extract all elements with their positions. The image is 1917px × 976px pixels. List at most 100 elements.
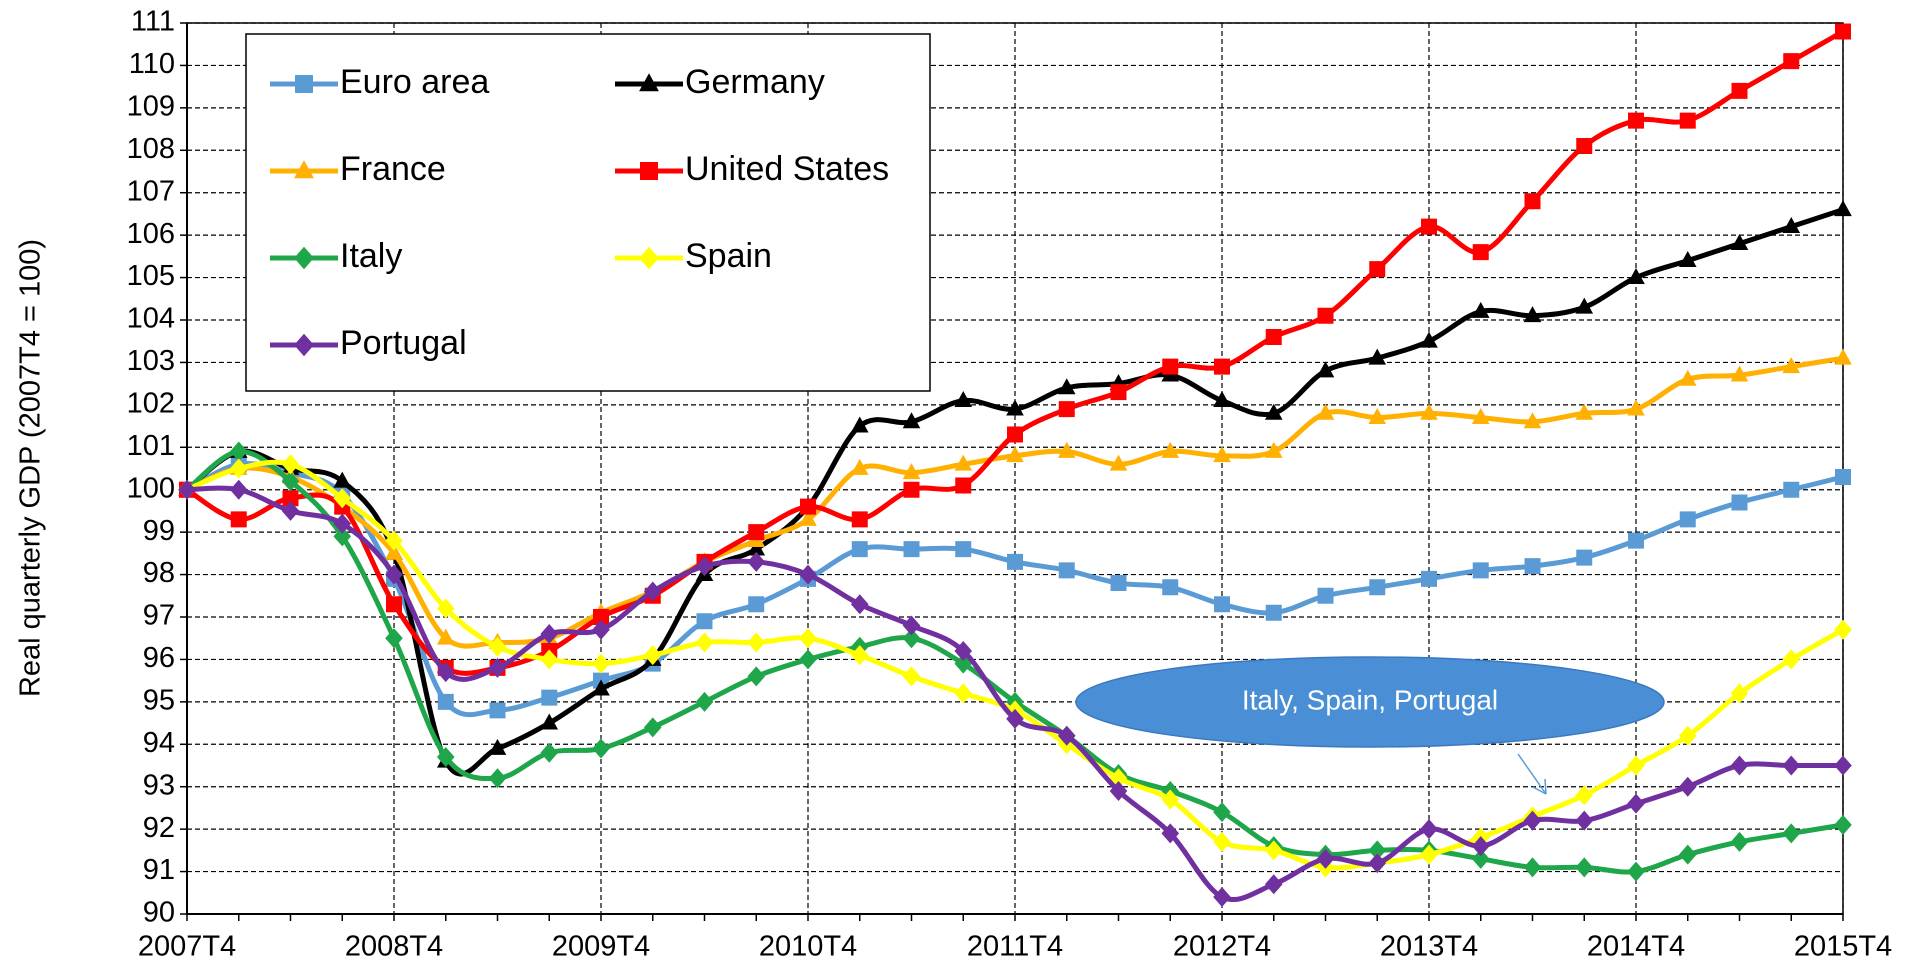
data-point (436, 662, 455, 683)
data-point (333, 526, 352, 547)
data-point (1162, 579, 1179, 596)
y-tick-label: 91 (143, 854, 175, 886)
data-point (1834, 348, 1852, 365)
data-point (1524, 193, 1541, 210)
legend-label: Spain (685, 237, 772, 275)
data-point (1834, 619, 1852, 640)
data-point (281, 454, 300, 475)
x-tick-label: 2011T4 (967, 931, 1063, 963)
data-point (1213, 887, 1231, 908)
data-point (282, 490, 299, 507)
data-point (1627, 267, 1645, 284)
data-point (1627, 399, 1645, 416)
data-point (1317, 587, 1334, 604)
data-point (333, 488, 352, 509)
y-tick-label: 104 (127, 303, 175, 335)
data-point (1835, 468, 1851, 485)
data-point (1369, 261, 1386, 278)
x-tick-label: 2014T4 (1587, 931, 1685, 963)
data-point (954, 454, 973, 471)
y-tick-label: 108 (127, 133, 175, 165)
legend-marker (294, 333, 314, 357)
data-point (1730, 755, 1749, 776)
data-point (1575, 857, 1594, 878)
data-point (1420, 844, 1438, 865)
legend-marker (294, 160, 314, 179)
data-point (955, 541, 972, 558)
legend-box (245, 33, 931, 392)
data-point (954, 391, 973, 408)
data-point (489, 702, 506, 719)
data-point (386, 596, 402, 613)
data-point (1161, 441, 1180, 458)
data-point (747, 666, 766, 687)
data-point (1368, 348, 1387, 365)
data-point (902, 463, 921, 480)
data-point (1110, 575, 1127, 592)
data-point (1213, 446, 1231, 463)
y-tick-label: 97 (143, 600, 175, 632)
data-point (1007, 553, 1023, 570)
data-point (1678, 776, 1697, 797)
data-point (1627, 861, 1645, 882)
data-point (748, 596, 765, 613)
legend-label: Germany (685, 63, 825, 101)
data-point (1213, 802, 1231, 823)
data-point (593, 609, 609, 625)
data-point (1057, 725, 1076, 746)
data-point (799, 628, 817, 649)
y-tick-label: 110 (129, 48, 175, 80)
data-point (1782, 755, 1801, 776)
data-point (799, 509, 817, 526)
data-point (229, 441, 248, 462)
y-tick-label: 95 (143, 685, 175, 717)
data-point (1523, 857, 1542, 878)
data-point (1678, 844, 1697, 865)
data-point (488, 657, 507, 678)
data-point (436, 747, 455, 768)
data-point (1678, 369, 1697, 386)
legend-label: France (340, 150, 446, 188)
data-point (1628, 112, 1644, 129)
data-point (902, 615, 921, 636)
data-point (1368, 853, 1387, 874)
data-point (1575, 297, 1594, 314)
y-tick-label: 92 (143, 812, 175, 844)
x-tick-label: 2015T4 (1794, 931, 1892, 963)
data-point (1576, 549, 1593, 566)
data-point (747, 539, 766, 556)
data-point (695, 691, 714, 712)
data-point (1834, 755, 1852, 776)
data-point (1835, 23, 1851, 40)
data-point (333, 513, 352, 534)
data-point (1575, 785, 1594, 806)
data-point (643, 645, 662, 666)
data-point (695, 556, 714, 577)
data-point (592, 738, 610, 759)
x-tick-label: 2010T4 (759, 931, 857, 963)
legend-marker (295, 75, 313, 93)
data-point (747, 551, 766, 572)
data-point (643, 717, 662, 738)
y-tick-label: 105 (127, 260, 175, 292)
data-point (1471, 301, 1490, 318)
data-point (592, 619, 610, 640)
y-tick-label: 106 (127, 218, 175, 250)
data-point (592, 653, 610, 674)
data-point (800, 498, 816, 515)
legend-marker (639, 73, 659, 92)
data-point (1213, 831, 1231, 852)
data-point (1316, 403, 1335, 420)
legend-label: Euro area (340, 63, 489, 101)
y-tick-label: 111 (131, 6, 175, 38)
data-point (748, 524, 765, 541)
x-tick-label: 2008T4 (345, 931, 443, 963)
data-point (1213, 391, 1231, 408)
data-point (1471, 848, 1490, 869)
data-point (1472, 562, 1489, 579)
x-tick-label: 2007T4 (138, 931, 236, 963)
data-point (1007, 426, 1023, 443)
legend-marker (639, 246, 659, 270)
data-point (1627, 793, 1645, 814)
data-point (540, 742, 559, 763)
